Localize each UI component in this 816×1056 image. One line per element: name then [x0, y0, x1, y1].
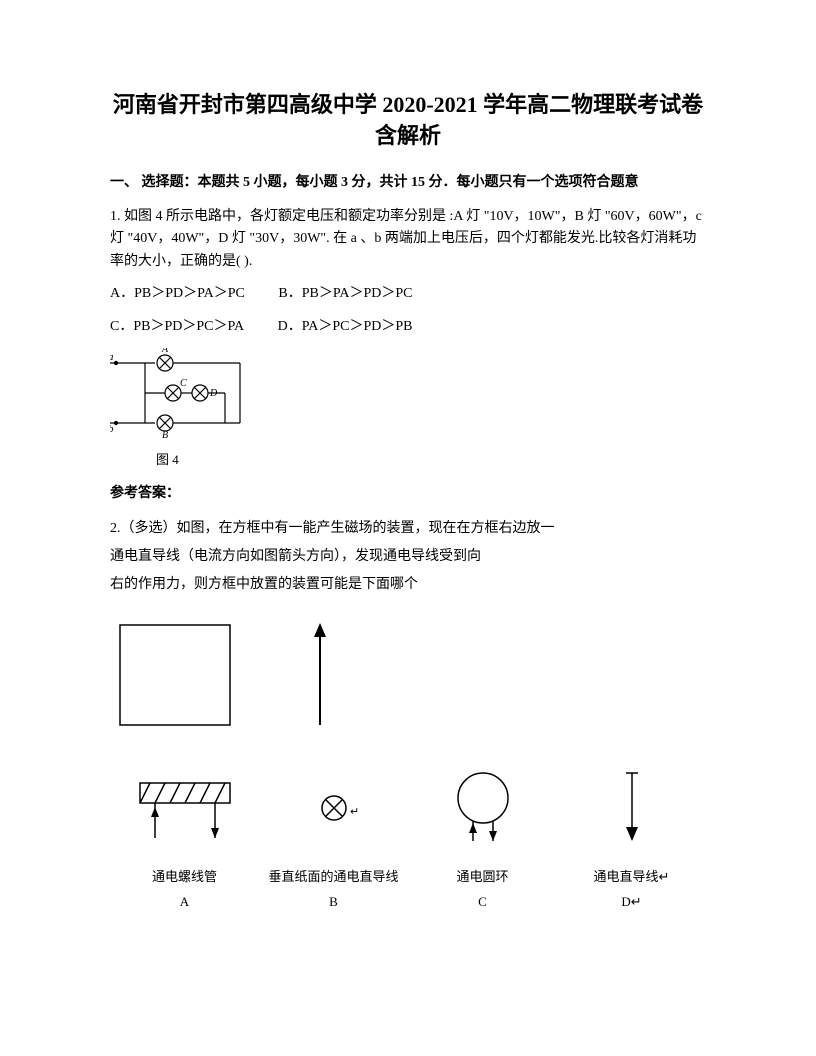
- q2-figD-letter: D↵: [557, 892, 706, 913]
- q2-figB-letter: B: [259, 892, 408, 913]
- q1-optD: D．PA＞PC＞PD＞PB: [278, 316, 413, 338]
- q1-optB: B．PB＞PA＞PD＞PC: [278, 283, 412, 305]
- q1-optC: C．PB＞PD＞PC＞PA: [110, 316, 244, 338]
- q2-figD: 通电直导线↵ D↵: [557, 763, 706, 913]
- q2-option-figures: 通电螺线管 A ↵ 垂直纸面的通电直导线 B 通电圆环 C: [110, 763, 706, 913]
- q1-fig-caption: 图 4: [156, 450, 706, 471]
- q1-options-row2: C．PB＞PD＞PC＞PA D．PA＞PC＞PD＞PB: [110, 316, 706, 338]
- svg-text:a: a: [110, 351, 114, 363]
- svg-text:B: B: [162, 430, 168, 438]
- q2-figB-label: 垂直纸面的通电直导线: [259, 867, 408, 888]
- q2-main-figure: [110, 615, 706, 743]
- q1-circuit-diagram: A B C D: [110, 348, 706, 446]
- svg-text:C: C: [180, 378, 187, 389]
- q2-line3: 右的作用力，则方框中放置的装置可能是下面哪个: [110, 574, 706, 596]
- q2-figA: 通电螺线管 A: [110, 763, 259, 913]
- q2-figA-letter: A: [110, 892, 259, 913]
- section-heading: 一、 选择题：本题共 5 小题，每小题 3 分，共计 15 分．每小题只有一个选…: [110, 172, 706, 194]
- svg-text:b: b: [110, 423, 114, 435]
- q1-stem: 1. 如图 4 所示电路中，各灯额定电压和额定功率分别是 :A 灯 "10V，1…: [110, 206, 706, 273]
- q2-figC: 通电圆环 C: [408, 763, 557, 913]
- q2-figA-label: 通电螺线管: [110, 867, 259, 888]
- q1-options-row1: A．PB＞PD＞PA＞PC B．PB＞PA＞PD＞PC: [110, 283, 706, 305]
- q2-figC-label: 通电圆环: [408, 867, 557, 888]
- q2-figD-label: 通电直导线↵: [557, 867, 706, 888]
- reference-answer-label: 参考答案：: [110, 483, 706, 505]
- svg-text:A: A: [161, 348, 169, 355]
- q1-optA: A．PB＞PD＞PA＞PC: [110, 283, 245, 305]
- q2-figC-letter: C: [408, 892, 557, 913]
- q2-line1: 2.（多选）如图，在方框中有一能产生磁场的装置，现在在方框右边放一: [110, 518, 706, 540]
- q2-line2: 通电直导线（电流方向如图箭头方向），发现通电导线受到向: [110, 546, 706, 568]
- svg-text:↵: ↵: [350, 806, 359, 818]
- q2-figB: ↵ 垂直纸面的通电直导线 B: [259, 763, 408, 913]
- page-title: 河南省开封市第四高级中学 2020-2021 学年高二物理联考试卷含解析: [110, 90, 706, 152]
